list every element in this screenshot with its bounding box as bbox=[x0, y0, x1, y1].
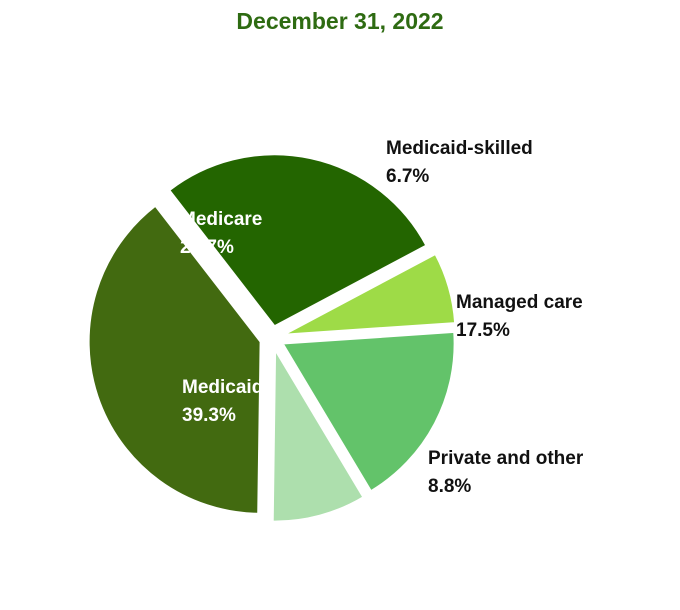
pie-slice-medicare bbox=[167, 153, 428, 328]
slice-label-managed-care: Managed care 17.5% bbox=[456, 292, 583, 341]
pie-slice-managed-care bbox=[280, 330, 456, 493]
slice-value-label: 39.3% bbox=[182, 405, 236, 426]
slice-value-label: 6.7% bbox=[386, 166, 429, 187]
slice-value-label: 17.5% bbox=[456, 320, 510, 341]
slice-value-label: 27.7% bbox=[180, 237, 234, 258]
slice-category-label: Medicaid-skilled bbox=[386, 138, 533, 159]
slice-label-medicare: Medicare 27.7% bbox=[180, 209, 262, 258]
slice-value-label: 8.8% bbox=[428, 476, 471, 497]
slice-category-label: Medicare bbox=[180, 209, 262, 230]
slice-category-label: Medicaid bbox=[182, 377, 263, 398]
slice-category-label: Managed care bbox=[456, 292, 583, 313]
slice-label-medicaid: Medicaid 39.3% bbox=[182, 377, 263, 426]
slice-label-private-and-other: Private and other 8.8% bbox=[428, 448, 584, 497]
pie-slice-medicaid-skilled bbox=[283, 252, 457, 336]
slice-label-medicaid-skilled: Medicaid-skilled 6.7% bbox=[386, 138, 533, 187]
chart-title: December 31, 2022 bbox=[236, 8, 444, 34]
slice-category-label: Private and other bbox=[428, 448, 584, 469]
pie-slice-private-and-other bbox=[271, 346, 365, 523]
pie-slice-medicaid bbox=[87, 204, 262, 515]
